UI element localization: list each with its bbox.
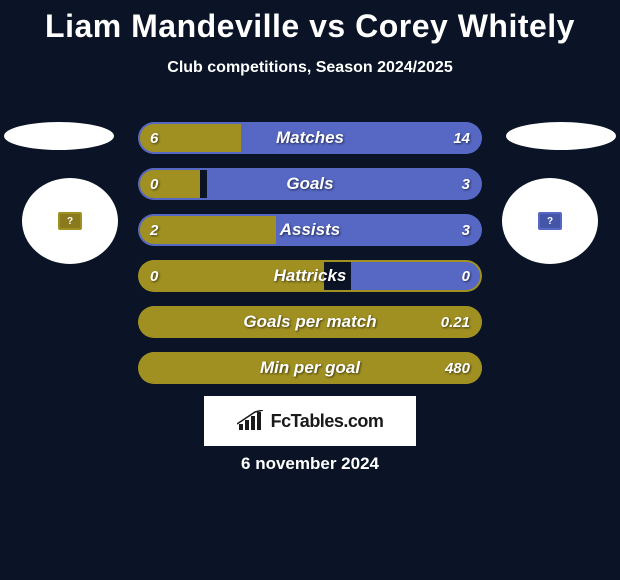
fctables-logo-text: FcTables.com (271, 411, 384, 432)
stat-label: Goals (138, 168, 482, 200)
stat-row: 00Hattricks (138, 260, 482, 292)
stat-row: 0.21Goals per match (138, 306, 482, 338)
player1-club-badge-icon: ? (58, 212, 82, 230)
stat-label: Matches (138, 122, 482, 154)
stat-label: Hattricks (138, 260, 482, 292)
stat-row: 23Assists (138, 214, 482, 246)
stat-row: 614Matches (138, 122, 482, 154)
player2-ellipse (506, 122, 616, 150)
stat-row: 480Min per goal (138, 352, 482, 384)
stat-row: 03Goals (138, 168, 482, 200)
player2-club-badge-icon: ? (538, 212, 562, 230)
player1-club-circle: ? (22, 178, 118, 264)
stats-container: 614Matches 03Goals 23Assists 00Hattricks 0.2… (138, 122, 482, 398)
snapshot-date: 6 november 2024 (0, 454, 620, 474)
fctables-chart-icon (237, 410, 265, 432)
stat-label: Min per goal (138, 352, 482, 384)
stat-label: Goals per match (138, 306, 482, 338)
player1-ellipse (4, 122, 114, 150)
fctables-logo: FcTables.com (204, 396, 416, 446)
player2-club-circle: ? (502, 178, 598, 264)
stat-label: Assists (138, 214, 482, 246)
comparison-title: Liam Mandeville vs Corey Whitely (0, 0, 620, 45)
comparison-subtitle: Club competitions, Season 2024/2025 (0, 59, 620, 77)
